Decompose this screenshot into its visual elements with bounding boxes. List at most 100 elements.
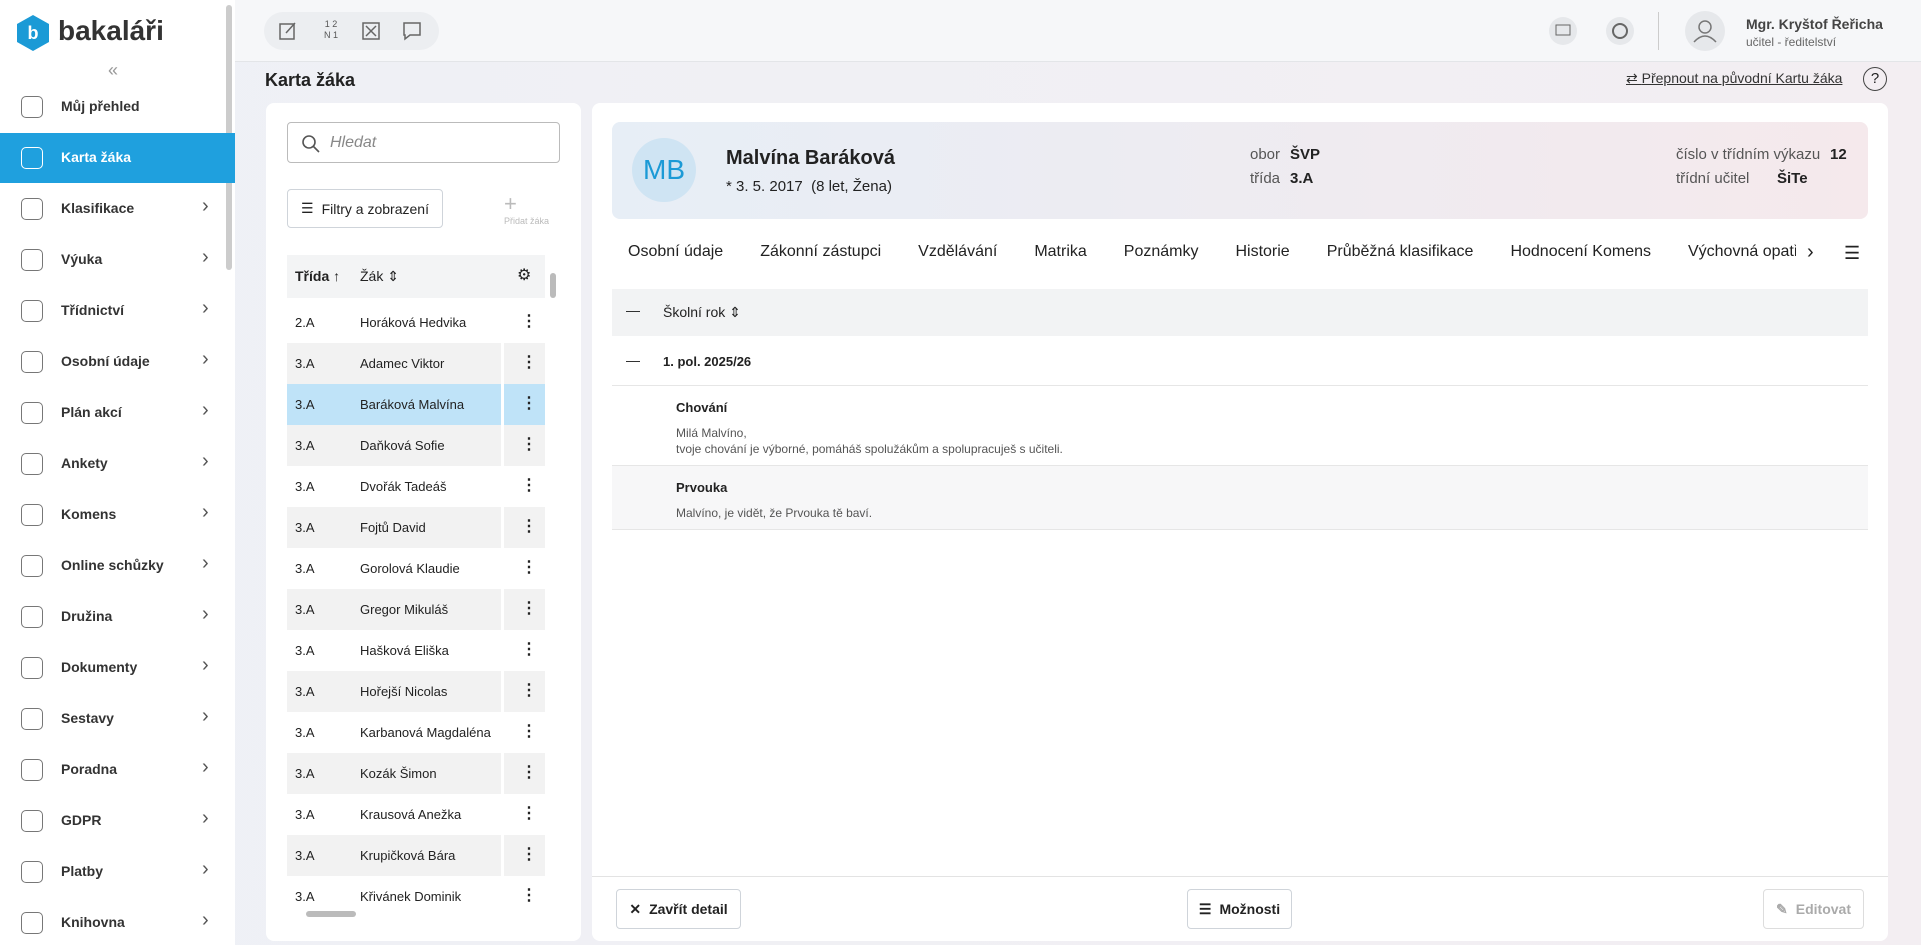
menu-icon (21, 912, 43, 934)
row-menu[interactable]: ⋮ (521, 723, 537, 740)
filter-button[interactable]: ☰ Filtry a zobrazení (287, 189, 443, 228)
row-menu[interactable]: ⋮ (521, 682, 537, 699)
tab[interactable]: Matrika (1034, 243, 1087, 260)
menu-item[interactable]: Družina › (0, 592, 224, 642)
menu-label: Sestavy (61, 710, 114, 726)
comment-icon[interactable] (402, 20, 426, 42)
row-menu[interactable]: ⋮ (521, 887, 537, 904)
menu-item[interactable]: Klasifikace › (0, 184, 224, 234)
table-row[interactable]: 3.A Hořejší Nicolas ⋮ (287, 671, 545, 712)
menu-item[interactable]: Sestavy › (0, 694, 224, 744)
menu-item[interactable]: Třídnictví › (0, 286, 224, 336)
tab[interactable]: Zákonní zástupci (760, 243, 882, 260)
row-menu[interactable]: ⋮ (521, 600, 537, 617)
table-row[interactable]: 3.A Hašková Eliška ⋮ (287, 630, 545, 671)
record-text: Milá Malvíno, (676, 426, 747, 440)
row-menu[interactable]: ⋮ (521, 846, 537, 863)
table-row[interactable]: 2.A Horáková Hedvika ⋮ (287, 302, 545, 343)
row-menu[interactable]: ⋮ (521, 477, 537, 494)
row-divider (501, 876, 504, 908)
tab[interactable]: Poznámky (1123, 243, 1199, 260)
age: (8 let, Žena) (811, 178, 892, 195)
table-row[interactable]: 3.A Kozák Šimon ⋮ (287, 753, 545, 794)
row-menu[interactable]: ⋮ (521, 313, 537, 330)
name-cell: Křivánek Dominik (360, 889, 462, 904)
birth-date: * 3. 5. 2017 (726, 178, 803, 195)
menu-item[interactable]: Poradna › (0, 745, 224, 795)
name-cell: Karbanová Magdaléna (360, 725, 491, 740)
settings-icon[interactable] (1606, 17, 1634, 45)
row-menu[interactable]: ⋮ (521, 354, 537, 371)
menu-item[interactable]: Výuka › (0, 235, 224, 285)
table-row[interactable]: 3.A Křivánek Dominik ⋮ (287, 876, 545, 908)
options-button[interactable]: ☰ Možnosti (1187, 889, 1292, 929)
tabs-menu[interactable]: ☰ (1844, 243, 1861, 263)
close-button[interactable]: ✕ Zavřít detail (616, 889, 741, 929)
row-divider (501, 630, 504, 671)
table-row[interactable]: 3.A Gregor Mikuláš ⋮ (287, 589, 545, 630)
menu-arrow: › (202, 909, 209, 931)
menu-item[interactable]: Dokumenty › (0, 643, 224, 693)
collapse-period[interactable]: — (626, 352, 640, 368)
row-menu[interactable]: ⋮ (521, 436, 537, 453)
row-menu[interactable]: ⋮ (521, 395, 537, 412)
messages-icon[interactable] (1549, 17, 1577, 45)
switch-link[interactable]: ⇄ Přepnout na původní Kartu žáka (1626, 70, 1843, 86)
avatar[interactable] (1685, 11, 1725, 51)
records-header: — Školní rok ⇕ (612, 289, 1868, 336)
table-row[interactable]: 3.A Adamec Viktor ⋮ (287, 343, 545, 384)
menu-label: Můj přehled (61, 98, 140, 114)
row-menu[interactable]: ⋮ (521, 518, 537, 535)
menu-item[interactable]: Plán akcí › (0, 388, 224, 438)
menu-item[interactable]: Knihovna › (0, 898, 224, 945)
add-button[interactable]: Přidat žáka (504, 216, 550, 226)
help[interactable]: ? (1863, 67, 1887, 91)
tab[interactable]: Vzdělávání (918, 243, 998, 260)
table-row[interactable]: 3.A Daňková Sofie ⋮ (287, 425, 545, 466)
menu-item[interactable]: Osobní údaje › (0, 337, 224, 387)
table-row[interactable]: 3.A Dvořák Tadeáš ⋮ (287, 466, 545, 507)
column-header[interactable]: Školní rok ⇕ (663, 304, 741, 320)
menu-item[interactable]: Komens › (0, 490, 224, 540)
tabs-next[interactable]: › (1807, 241, 1814, 263)
scrollbar[interactable] (550, 273, 556, 298)
table-row[interactable]: 3.A Gorolová Klaudie ⋮ (287, 548, 545, 589)
table-row[interactable]: 3.A Fojtů David ⋮ (287, 507, 545, 548)
collapse-all[interactable]: — (626, 302, 640, 318)
row-menu[interactable]: ⋮ (521, 641, 537, 658)
row-divider (501, 384, 504, 425)
column-header[interactable]: Žák ⇕ (360, 268, 399, 284)
edit-button[interactable]: ✎ Editovat (1763, 889, 1864, 929)
tab[interactable]: Osobní údaje (628, 243, 724, 260)
detail-panel: MB Malvína Baráková * 3. 5. 2017 (8 let,… (592, 103, 1888, 941)
tab[interactable]: Historie (1235, 243, 1290, 260)
menu-item[interactable]: Ankety › (0, 439, 224, 489)
table-row[interactable]: 3.A Karbanová Magdaléna ⋮ (287, 712, 545, 753)
name-cell: Kozák Šimon (360, 766, 437, 781)
class-cell: 3.A (295, 520, 315, 535)
student-list-panel: Hledat ☰ Filtry a zobrazení + Přidat žák… (266, 103, 581, 941)
table-row[interactable]: 3.A Krausová Anežka ⋮ (287, 794, 545, 835)
row-menu[interactable]: ⋮ (521, 805, 537, 822)
field-label: třídní učitel (1676, 170, 1750, 187)
tab[interactable]: Hodnocení Komens (1510, 243, 1651, 260)
menu-item[interactable]: Platby › (0, 847, 224, 897)
column-header[interactable]: Třída ↑ (295, 268, 341, 284)
absence-icon[interactable] (361, 21, 381, 41)
menu-item[interactable]: Online schůzky › (0, 541, 224, 591)
edit-icon[interactable] (278, 21, 298, 41)
menu-item[interactable]: Karta žáka (0, 133, 224, 183)
menu-item[interactable]: Můj přehled (0, 82, 224, 132)
search-box[interactable]: Hledat (287, 122, 560, 163)
tab[interactable]: Výchovná opatření (1687, 243, 1796, 260)
tab[interactable]: Průběžná klasifikace (1326, 243, 1474, 260)
table-row[interactable]: 3.A Krupičková Bára ⋮ (287, 835, 545, 876)
collapse[interactable]: « (108, 60, 119, 80)
scrollbar[interactable] (306, 911, 356, 917)
table-row[interactable]: 3.A Baráková Malvína ⋮ (287, 384, 545, 425)
row-menu[interactable]: ⋮ (521, 559, 537, 576)
menu-item[interactable]: GDPR › (0, 796, 224, 846)
row-menu[interactable]: ⋮ (521, 764, 537, 781)
column-settings[interactable]: ⚙ (517, 267, 532, 284)
